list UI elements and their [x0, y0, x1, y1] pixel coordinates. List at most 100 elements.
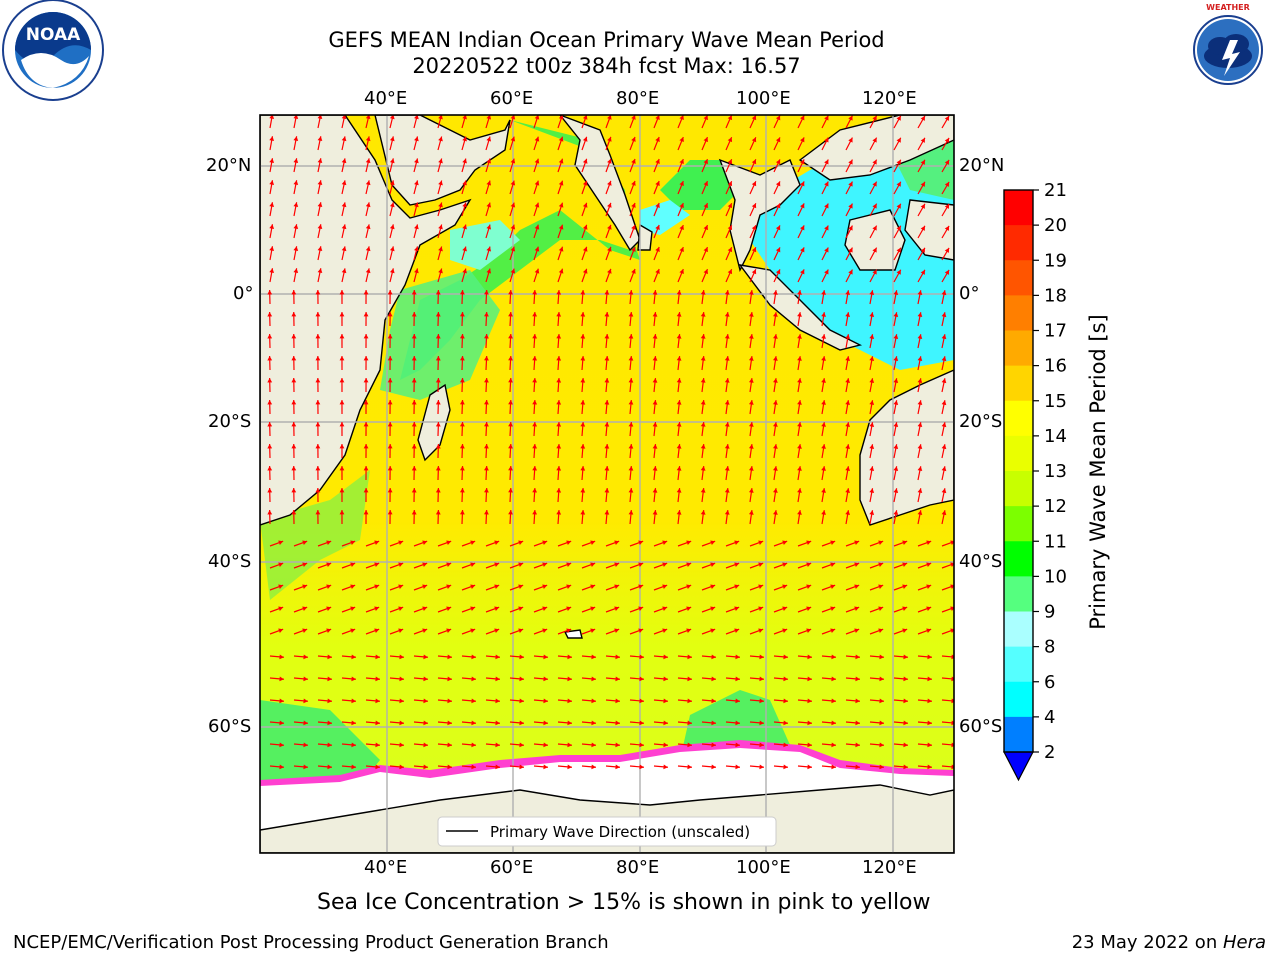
wave-arrow: [317, 562, 332, 569]
wave-arrow: [532, 289, 538, 305]
wave-arrow: [821, 540, 836, 547]
wave-arrow: [269, 628, 284, 635]
wave-arrow: [773, 400, 778, 415]
wave-arrow: [339, 355, 345, 371]
wave-arrow: [435, 509, 441, 525]
footer-date: 23 May 2022 on: [1071, 932, 1223, 953]
wave-arrow: [701, 562, 716, 569]
wave-arrow: [509, 628, 524, 635]
wave-arrow: [413, 764, 428, 770]
wave-arrow: [629, 268, 636, 283]
wave-arrow: [363, 487, 369, 503]
wave-arrow: [941, 562, 954, 569]
colorbar-bin: [1004, 681, 1033, 718]
wave-arrow: [629, 136, 636, 151]
wave-arrow: [532, 443, 538, 459]
wave-arrow: [267, 465, 273, 481]
wave-arrow: [845, 562, 860, 569]
wave-arrow: [893, 628, 908, 635]
wave-arrow: [773, 444, 778, 459]
wave-arrow: [845, 137, 853, 151]
wave-arrow: [485, 698, 500, 704]
wave-arrow: [411, 443, 417, 459]
wave-arrow: [484, 399, 489, 415]
wave-arrow: [604, 290, 610, 305]
wave-arrow: [893, 356, 899, 371]
wave-arrow: [533, 628, 548, 635]
wave-arrow: [580, 465, 586, 481]
wave-arrow: [484, 465, 489, 481]
wave-arrow: [821, 290, 826, 305]
wave-arrow: [677, 606, 692, 613]
wave-arrow: [725, 698, 740, 704]
wave-arrow: [580, 333, 586, 349]
wave-arrow: [917, 606, 932, 613]
wave-arrow: [629, 224, 636, 239]
wave-arrow: [557, 606, 572, 613]
wave-arrow: [653, 606, 668, 613]
wave-arrow: [725, 540, 740, 547]
colorbar-bin: [1004, 260, 1033, 296]
wave-arrow: [893, 720, 908, 726]
wave-arrow: [845, 764, 860, 770]
wave-arrow: [267, 289, 273, 305]
wave-arrow: [365, 654, 380, 660]
wave-arrow: [604, 510, 610, 525]
southern-green-band: [260, 700, 380, 785]
wave-arrow: [941, 378, 947, 393]
wave-arrow: [941, 628, 954, 635]
wave-arrow: [652, 400, 658, 415]
wave-arrow: [533, 654, 548, 660]
wave-arrow: [653, 676, 668, 682]
lat-tick-left-20s: 20°S: [208, 411, 252, 432]
colorbar-tick-label: 9: [1044, 602, 1055, 623]
wave-arrow: [869, 676, 884, 682]
wave-arrow: [580, 421, 586, 437]
wave-arrow: [556, 509, 562, 525]
colorbar-tick-label: 19: [1044, 250, 1067, 271]
wave-arrow: [605, 268, 612, 283]
wave-arrow: [556, 399, 562, 415]
wave-arrow: [532, 509, 538, 525]
wave-arrow: [293, 676, 308, 682]
wave-arrow: [749, 654, 764, 660]
wave-arrow: [701, 584, 716, 591]
wave-arrow: [532, 333, 538, 349]
wave-arrow: [653, 698, 668, 704]
wave-arrow: [581, 764, 596, 770]
wave-arrow: [485, 115, 492, 129]
wave-arrow: [413, 584, 428, 591]
wave-arrow: [363, 399, 369, 415]
wave-arrow: [869, 137, 878, 151]
wave-arrow: [677, 136, 684, 151]
wave-arrow: [389, 698, 404, 704]
wave-arrow: [317, 676, 332, 682]
wave-arrow: [773, 628, 788, 635]
wave-arrow: [652, 488, 658, 503]
wave-arrow: [700, 356, 706, 371]
wave-arrow: [797, 764, 812, 770]
wave-arrow: [893, 654, 908, 660]
wave-arrow: [748, 510, 754, 525]
wave-arrow: [339, 509, 345, 525]
wave-arrow: [508, 443, 513, 459]
colorbar-tick-label: 8: [1044, 637, 1055, 658]
wave-arrow: [339, 443, 345, 459]
wave-arrow: [269, 742, 284, 748]
wave-arrow: [845, 606, 860, 613]
wave-arrow: [365, 676, 380, 682]
wave-arrow: [339, 487, 345, 503]
wave-arrow: [339, 421, 345, 437]
wave-arrow: [413, 268, 419, 283]
wave-arrow: [653, 540, 668, 547]
wave-arrow: [413, 628, 428, 635]
wave-arrow: [485, 540, 500, 547]
wave-arrow: [435, 333, 441, 349]
wave-arrow: [269, 246, 275, 261]
wave-arrow: [291, 377, 297, 393]
wave-arrow: [508, 355, 513, 371]
wave-arrow: [701, 202, 709, 217]
map-frame: [259, 114, 955, 854]
wave-arrow: [869, 378, 875, 393]
wave-arrow: [317, 628, 332, 635]
